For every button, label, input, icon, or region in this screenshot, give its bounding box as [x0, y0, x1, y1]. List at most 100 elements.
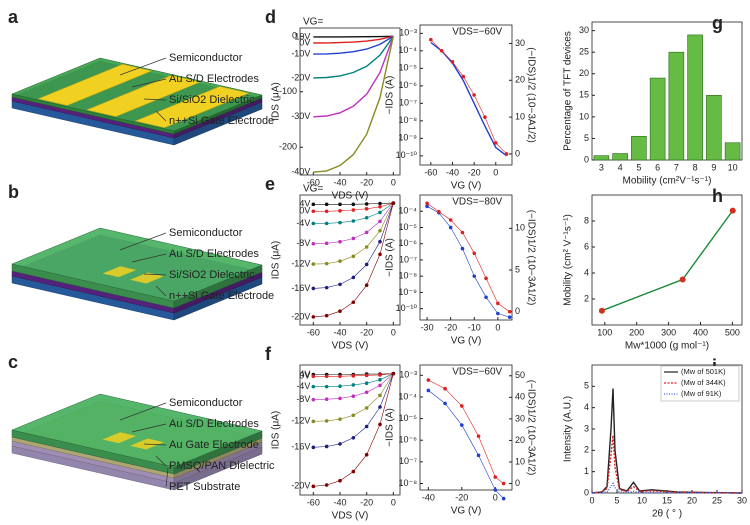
x-tick-label: 500 [725, 327, 740, 337]
data-point [338, 309, 342, 313]
layer-top [11, 227, 263, 302]
data-point [351, 208, 356, 212]
data-point [472, 274, 477, 278]
data-point [338, 374, 342, 379]
plot-frame [591, 194, 743, 326]
y-tick-label: 10⁻³ [399, 28, 417, 38]
data-point [311, 209, 316, 214]
x-tick-label: -20 [444, 322, 457, 332]
y-tick-label: 10⁻⁵ [399, 63, 418, 73]
data-point [439, 48, 444, 53]
electrode-stripe [85, 75, 202, 117]
y-tick-label: -100 [279, 86, 297, 96]
data-point [351, 202, 356, 207]
y-axis-label: Mobility (cm² V⁻¹s⁻¹) [563, 214, 574, 306]
data-point [311, 419, 316, 424]
series-line [313, 35, 394, 55]
y-axis-label: Percentage of TFT devices [563, 31, 574, 151]
curve-label: -8V [296, 394, 310, 404]
leader-line [119, 232, 167, 251]
plot-frame [591, 21, 743, 161]
data-point [364, 373, 369, 378]
layer-label: n++Si Gate Electrode [169, 115, 274, 127]
curve-label: -4V [296, 381, 310, 391]
y-tick-label: 10⁻¹⁰ [396, 150, 418, 160]
x-tick-label: -60 [307, 327, 320, 337]
y-tick-label: 1 [584, 466, 589, 476]
data-point [311, 241, 316, 246]
series-line [591, 435, 743, 494]
x-axis-label: VG (V) [451, 506, 482, 517]
data-point [429, 37, 433, 42]
series-line [426, 203, 510, 312]
data-point [426, 388, 431, 393]
data-point [448, 218, 453, 222]
data-point [378, 377, 382, 382]
y-axis-label: −IDS (A) [385, 76, 396, 115]
data-point [311, 397, 316, 402]
x-axis-label: VDS (V) [332, 511, 369, 522]
y2-tick-label: 10 [515, 111, 525, 121]
bar [631, 135, 647, 161]
data-point [364, 390, 369, 395]
y-tick-label: 10⁻⁸ [398, 478, 417, 488]
y-tick-label: 20 [579, 68, 589, 78]
y2-tick-label: 30 [515, 413, 525, 423]
data-point [504, 152, 509, 156]
y-axis-label: IDS (μA) [271, 82, 282, 121]
data-point [476, 434, 481, 438]
y-tick-label: 2 [584, 445, 589, 455]
data-point [729, 207, 736, 214]
layer-label: Au S/D Electrodes [169, 248, 259, 260]
annotation: VDS=−60V [452, 367, 502, 378]
y-tick-label: 10⁻⁷ [399, 254, 417, 264]
data-point [437, 209, 441, 214]
data-point [364, 207, 369, 211]
data-point [311, 262, 316, 266]
data-point [364, 406, 369, 410]
x-tick-label: -40 [422, 492, 435, 502]
plot-frame [419, 24, 513, 166]
x-tick-label: 7 [674, 162, 679, 172]
x-tick-label: 30 [737, 495, 747, 505]
x-tick-label: 10 [728, 162, 738, 172]
y-tick-label: 4 [584, 402, 589, 412]
data-point [501, 481, 506, 486]
data-point [311, 315, 316, 319]
layer-label: PET Substrate [169, 481, 240, 493]
data-point [311, 384, 316, 389]
series-line [428, 379, 504, 484]
curve-label: -10V [291, 48, 310, 58]
y-tick-label: 0 [584, 487, 589, 497]
y2-tick-label: 50 [515, 370, 525, 380]
x-tick-label: 300 [661, 327, 676, 337]
series-line [313, 35, 394, 38]
data-point [311, 286, 316, 291]
leader-line [119, 57, 167, 76]
leader-line [155, 110, 167, 122]
data-point [507, 315, 512, 319]
layer-label: Semiconductor [169, 52, 243, 64]
layer-label: Si/SiO2 Dielectric [169, 269, 255, 281]
x-tick-label: 5 [614, 495, 619, 505]
data-point [324, 397, 329, 402]
data-point [460, 404, 464, 408]
x-tick-label: 25 [712, 495, 722, 505]
data-point [460, 230, 465, 235]
y-tick-label: 0 [292, 31, 297, 41]
x-axis-label: VG (V) [451, 336, 482, 347]
y2-tick-label: 40 [515, 392, 525, 402]
x-tick-label: -60 [307, 497, 320, 507]
data-point [338, 442, 342, 446]
x-tick-label: -60 [424, 167, 437, 177]
x-tick-label: -20 [360, 177, 373, 187]
data-point [460, 423, 464, 427]
y-tick-label: 5 [584, 381, 589, 391]
data-point [484, 276, 488, 281]
leader-line [143, 443, 167, 446]
panel-label: b [8, 182, 19, 202]
chart: -60 -40 -20 0 10⁻³ 10⁻⁴ 10⁻⁵ 10⁻⁶ 10⁻⁷ 10⁻⁸ 10⁻⁹ 10… [385, 24, 536, 192]
x-tick-label: -40 [333, 177, 346, 187]
series-line [313, 36, 394, 173]
